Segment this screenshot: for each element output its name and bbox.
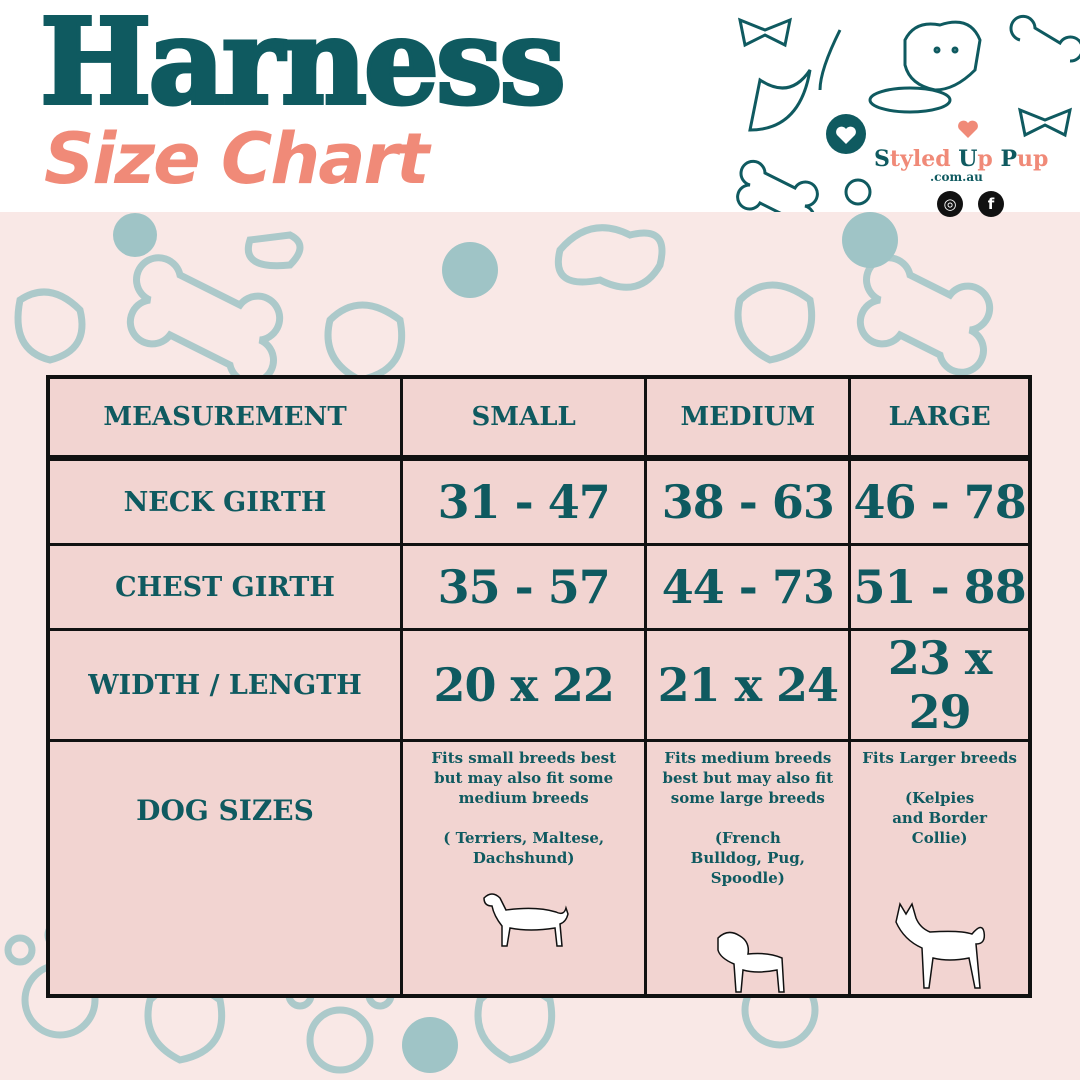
value-medium: 44 - 73 (644, 543, 852, 631)
collar-icon (868, 86, 952, 114)
dog-size-large: Fits Larger breeds (Kelpies and Border C… (848, 739, 1032, 998)
header-measurement: MEASUREMENT (46, 375, 403, 460)
row-label: WIDTH / LENGTH (46, 628, 403, 742)
table-row-chest-girth: CHEST GIRTH 35 - 57 44 - 73 51 - 88 (46, 543, 1032, 631)
size-chart-table: MEASUREMENT SMALL MEDIUM LARGE NECK GIRT… (46, 375, 1032, 998)
header-large: LARGE (848, 375, 1032, 460)
bone-icon (856, 254, 994, 376)
header-banner: Harness Size Chart Styled Up Pup .com.au… (0, 0, 1080, 217)
bone-icon (736, 159, 819, 212)
table-row-neck-girth: NECK GIRTH 31 - 47 38 - 63 46 - 78 (46, 456, 1032, 546)
value-large: 51 - 88 (848, 543, 1032, 631)
bow-icon (737, 17, 793, 48)
table-header-row: MEASUREMENT SMALL MEDIUM LARGE (46, 375, 1032, 460)
dachshund-icon (482, 893, 569, 947)
value-large: 23 x 29 (848, 628, 1032, 742)
instagram-icon[interactable]: ◎ (937, 191, 963, 217)
page-title: Harness (38, 0, 568, 133)
page-subtitle: Size Chart (44, 118, 429, 200)
value-medium: 38 - 63 (644, 456, 852, 546)
dog-face-icon (903, 20, 982, 92)
bow-icon (1017, 107, 1073, 138)
row-label: CHEST GIRTH (46, 543, 403, 631)
row-label: NECK GIRTH (46, 456, 403, 546)
header-medium: MEDIUM (644, 375, 852, 460)
brand-logo: Styled Up Pup (874, 146, 1049, 172)
table-row-width-length: WIDTH / LENGTH 20 x 22 21 x 24 23 x 29 (46, 628, 1032, 742)
header-small: SMALL (399, 375, 648, 460)
large-dog-icon (894, 902, 985, 989)
breeds-text: (French Bulldog, Pug, Spoodle) (690, 829, 805, 887)
breeds-text: (Kelpies and Border Collie) (892, 789, 988, 847)
bone-icon (1009, 14, 1080, 63)
fit-text: Fits Larger breeds (862, 749, 1017, 767)
table-row-dog-sizes: DOG SIZES Fits small breeds best but may… (46, 739, 1032, 998)
value-large: 46 - 78 (848, 456, 1032, 546)
value-small: 31 - 47 (399, 456, 648, 546)
pug-icon (717, 931, 785, 993)
value-small: 20 x 22 (399, 628, 648, 742)
dog-size-medium: Fits medium breeds best but may also fit… (644, 739, 852, 998)
breeds-text: ( Terriers, Maltese, Dachshund) (443, 829, 605, 867)
value-medium: 21 x 24 (644, 628, 852, 742)
dog-size-small: Fits small breeds best but may also fit … (399, 739, 648, 998)
logo-pattern (736, 14, 1080, 212)
paw-icon (844, 178, 872, 206)
fit-text: Fits small breeds best but may also fit … (431, 749, 616, 807)
value-small: 35 - 57 (399, 543, 648, 631)
fit-text: Fits medium breeds best but may also fit… (662, 749, 834, 807)
facebook-icon[interactable]: f (978, 191, 1004, 217)
brand-domain: .com.au (930, 170, 983, 184)
bone-icon (126, 254, 284, 386)
leash-icon (818, 29, 842, 91)
row-label: DOG SIZES (46, 739, 403, 998)
